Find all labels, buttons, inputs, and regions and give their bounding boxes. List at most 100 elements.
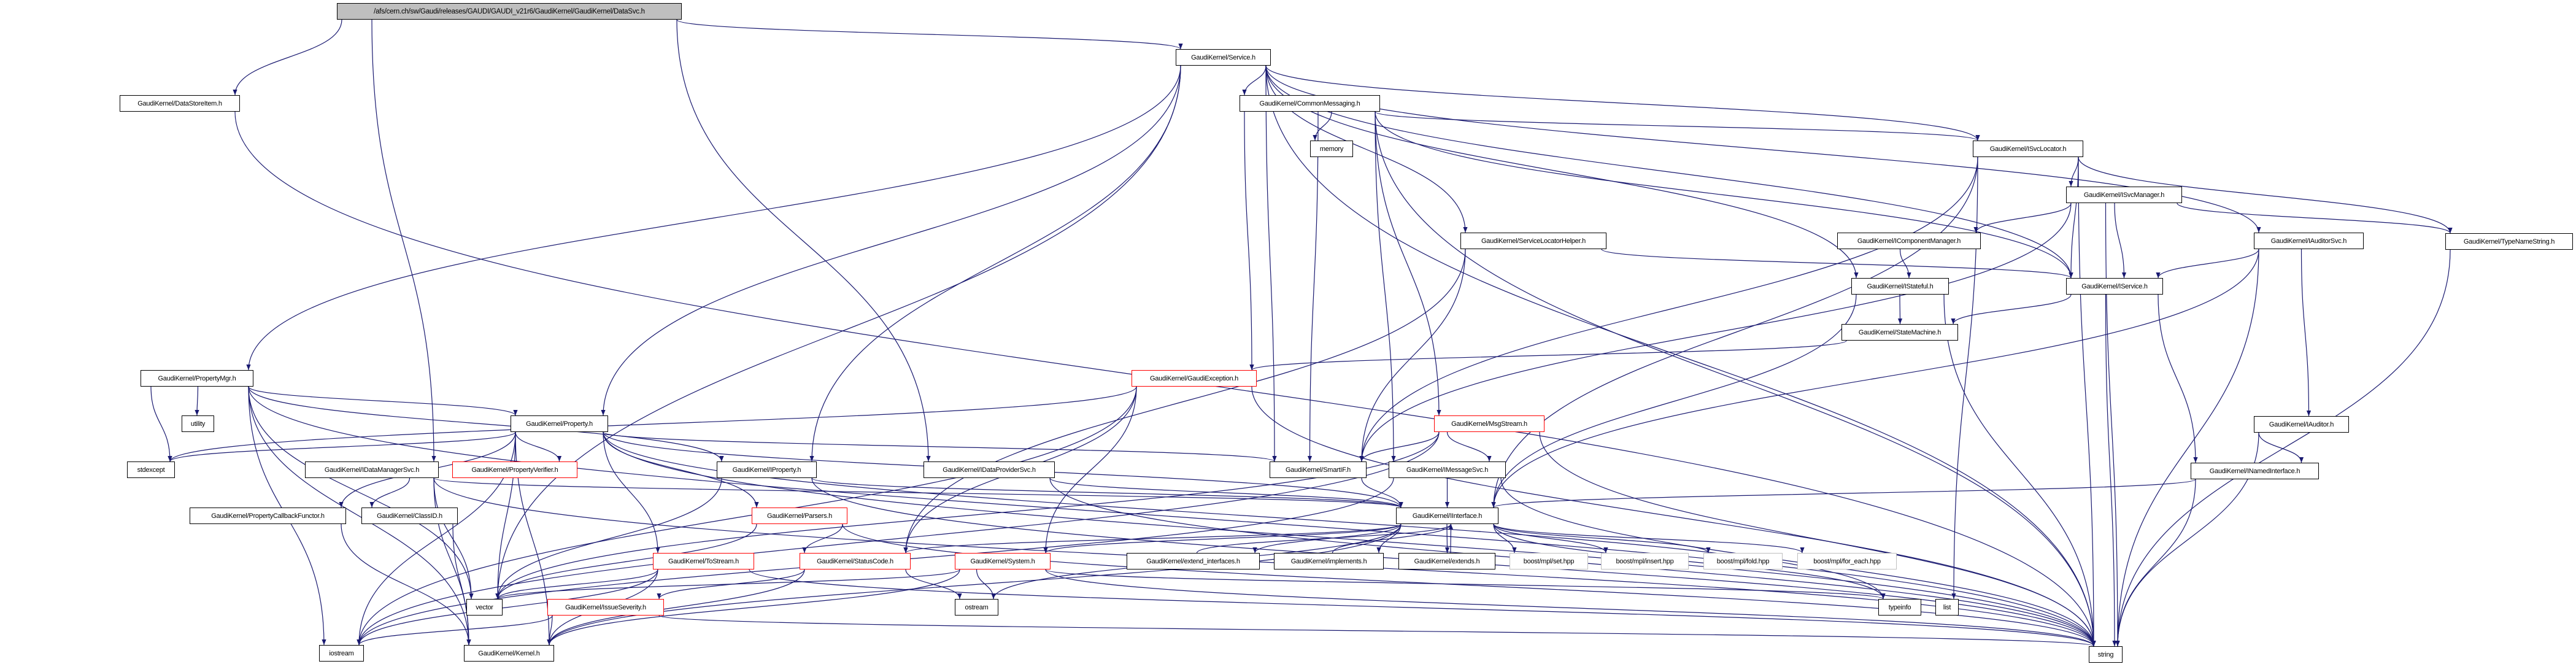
node-extends[interactable]: GaudiKernel/extends.h xyxy=(1398,553,1495,569)
edge-service-locator-helper-to-iservice xyxy=(1601,249,2073,279)
node-property-verifier[interactable]: GaudiKernel/PropertyVerifier.h xyxy=(452,461,577,478)
edge-iservice-to-string xyxy=(2105,294,2117,647)
root-file-node[interactable]: /afs/cern.ch/sw/Gaudi/releases/GAUDI/GAU… xyxy=(337,3,682,20)
edge-idata-provider-svc-to-iinterface xyxy=(1049,477,1403,508)
node-system[interactable]: GaudiKernel/System.h xyxy=(955,553,1051,569)
node-service[interactable]: GaudiKernel/Service.h xyxy=(1176,49,1271,66)
node-property-mgr[interactable]: GaudiKernel/PropertyMgr.h xyxy=(141,370,253,387)
node-list[interactable]: list xyxy=(1935,599,1959,616)
edge-property-mgr-to-string xyxy=(248,386,2096,647)
node-idata-manager-svc[interactable]: GaudiKernel/IDataManagerSvc.h xyxy=(305,461,439,478)
node-imessage-svc[interactable]: GaudiKernel/IMessageSvc.h xyxy=(1389,461,1506,478)
node-service-locator-helper[interactable]: GaudiKernel/ServiceLocatorHelper.h xyxy=(1460,233,1606,249)
node-msg-stream[interactable]: GaudiKernel/MsgStream.h xyxy=(1434,415,1544,432)
edge-state-machine-to-gaudi-exception xyxy=(1249,340,1847,371)
node-ostream[interactable]: ostream xyxy=(955,599,998,616)
edge-gaudi-exception-to-system xyxy=(1043,386,1137,554)
node-mpl-set[interactable]: boost/mpl/set.hpp xyxy=(1510,553,1588,569)
edge-service-to-smart-if xyxy=(1265,65,1277,462)
edge-isvc-manager-to-string xyxy=(2105,203,2120,647)
edge-parsers-to-vector xyxy=(495,523,757,600)
node-iservice[interactable]: GaudiKernel/IService.h xyxy=(2066,278,2163,295)
edge-gaudi-exception-to-string xyxy=(1251,386,2096,647)
edge-parsers-to-status-code xyxy=(802,523,843,554)
node-iinterface[interactable]: GaudiKernel/IInterface.h xyxy=(1396,508,1498,524)
edge-iauditor-svc-to-iinterface xyxy=(1491,249,2259,508)
node-iostream[interactable]: iostream xyxy=(319,645,364,662)
edge-msg-stream-to-smart-if xyxy=(1359,431,1440,462)
edge-type-name-string-to-string xyxy=(2115,249,2451,647)
edge-issue-severity-to-iostream xyxy=(357,615,553,646)
edge-service-to-vector xyxy=(495,65,1181,600)
node-mpl-fold[interactable]: boost/mpl/fold.hpp xyxy=(1703,553,1783,569)
node-state-machine[interactable]: GaudiKernel/StateMachine.h xyxy=(1841,324,1958,341)
edge-class-id-to-kernel xyxy=(452,523,471,646)
edge-iauditor-to-inamed-interface xyxy=(2258,432,2304,463)
edge-isvc-locator-to-smart-if xyxy=(1359,156,1978,462)
edge-isvc-locator-to-isvc-manager xyxy=(2069,156,2079,187)
node-iauditor-svc[interactable]: GaudiKernel/IAuditorSvc.h xyxy=(2254,233,2364,249)
node-inamed-interface[interactable]: GaudiKernel/INamedInterface.h xyxy=(2191,463,2319,479)
edge-iinterface-to-mpl-for-each xyxy=(1493,523,1805,554)
node-utility[interactable]: utility xyxy=(182,415,214,432)
edge-idata-manager-svc-to-kernel xyxy=(433,477,471,646)
node-parsers[interactable]: GaudiKernel/Parsers.h xyxy=(752,508,847,524)
node-issue-severity[interactable]: GaudiKernel/IssueSeverity.h xyxy=(547,599,664,616)
node-memory[interactable]: memory xyxy=(1310,141,1353,157)
node-property-callback-functor[interactable]: GaudiKernel/PropertyCallbackFunctor.h xyxy=(190,508,346,524)
node-isvc-manager[interactable]: GaudiKernel/ISvcManager.h xyxy=(2066,187,2182,203)
edge-gaudi-exception-to-stdexcept xyxy=(168,386,1137,462)
node-icomponent-manager[interactable]: GaudiKernel/IComponentManager.h xyxy=(1837,233,1981,249)
edge-isvc-locator-to-iinterface xyxy=(1491,156,1978,508)
node-kernel[interactable]: GaudiKernel/Kernel.h xyxy=(464,645,554,662)
edge-iinterface-to-mpl-insert xyxy=(1493,523,1608,554)
edge-to-stream-to-iostream xyxy=(357,569,658,646)
node-implements[interactable]: GaudiKernel/implements.h xyxy=(1274,553,1384,569)
edge-property-to-vector xyxy=(495,431,516,600)
edge-service-locator-helper-to-smart-if xyxy=(1359,249,1466,462)
edge-property-mgr-to-property xyxy=(248,386,518,416)
edge-common-messaging-to-iservice xyxy=(1375,111,2073,279)
edge-common-messaging-to-isvc-locator xyxy=(1375,111,1980,141)
edge-implements-to-iinterface xyxy=(1332,523,1454,554)
node-to-stream[interactable]: GaudiKernel/ToStream.h xyxy=(653,553,754,569)
node-gaudi-exception[interactable]: GaudiKernel/GaudiException.h xyxy=(1132,370,1257,387)
node-istateful[interactable]: GaudiKernel/IStateful.h xyxy=(1851,278,1949,295)
node-string[interactable]: string xyxy=(2089,646,2123,663)
node-typeinfo[interactable]: typeinfo xyxy=(1878,599,1921,616)
edge-iinterface-to-mpl-fold xyxy=(1493,523,1711,554)
edge-property-to-smart-if xyxy=(603,431,1277,462)
edge-iinterface-to-status-code xyxy=(903,523,1402,554)
edge-system-to-string xyxy=(1045,569,2096,647)
node-vector[interactable]: vector xyxy=(466,599,503,616)
edge-property-mgr-to-vector xyxy=(248,386,474,600)
node-property[interactable]: GaudiKernel/Property.h xyxy=(511,415,608,432)
node-idata-provider-svc[interactable]: GaudiKernel/IDataProviderSvc.h xyxy=(924,461,1055,478)
edge-idata-manager-svc-to-iinterface xyxy=(433,477,1403,508)
node-class-id[interactable]: GaudiKernel/ClassID.h xyxy=(361,508,458,524)
edge-property-callback-functor-to-kernel xyxy=(341,523,471,646)
node-data-store-item[interactable]: GaudiKernel/DataStoreItem.h xyxy=(120,95,240,112)
edge-isvc-locator-to-type-name-string xyxy=(2078,156,2453,234)
node-iauditor[interactable]: GaudiKernel/IAuditor.h xyxy=(2254,416,2349,433)
node-status-code[interactable]: GaudiKernel/StatusCode.h xyxy=(800,553,911,569)
edge-parsers-to-string xyxy=(842,523,2096,647)
edge-icomponent-manager-to-istateful xyxy=(1899,249,1911,279)
edge-iauditor-svc-to-string xyxy=(2115,249,2259,647)
node-isvc-locator[interactable]: GaudiKernel/ISvcLocator.h xyxy=(1973,141,2083,157)
node-mpl-insert[interactable]: boost/mpl/insert.hpp xyxy=(1601,553,1689,569)
edge-iauditor-svc-to-iservice xyxy=(2156,249,2259,279)
node-smart-if[interactable]: GaudiKernel/SmartIF.h xyxy=(1270,461,1367,478)
edge-service-to-service-locator-helper xyxy=(1265,65,1468,233)
node-type-name-string[interactable]: GaudiKernel/TypeNameString.h xyxy=(2445,233,2573,250)
edge-property-mgr-to-kernel xyxy=(248,386,471,646)
edge-service-to-isvc-locator xyxy=(1265,65,1980,141)
edge-root-to-data-store-item xyxy=(233,19,342,96)
edge-status-code-to-ostream xyxy=(905,569,962,600)
node-extend-interfaces[interactable]: GaudiKernel/extend_interfaces.h xyxy=(1127,553,1260,569)
node-mpl-for-each[interactable]: boost/mpl/for_each.hpp xyxy=(1797,553,1897,569)
edge-status-code-to-kernel xyxy=(547,569,805,646)
node-iproperty[interactable]: GaudiKernel/IProperty.h xyxy=(717,461,817,478)
node-common-messaging[interactable]: GaudiKernel/CommonMessaging.h xyxy=(1240,95,1380,112)
node-stdexcept[interactable]: stdexcept xyxy=(127,461,175,478)
